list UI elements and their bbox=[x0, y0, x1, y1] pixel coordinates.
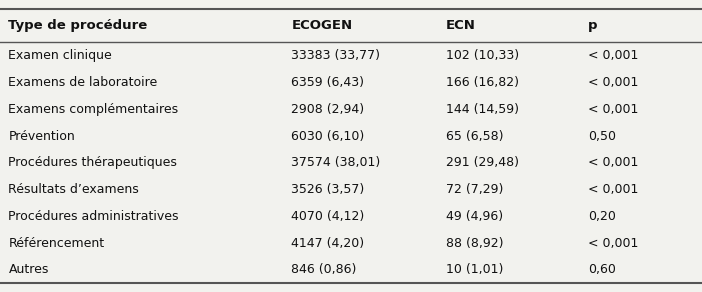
Text: Examens complémentaires: Examens complémentaires bbox=[8, 103, 178, 116]
Text: 0,50: 0,50 bbox=[588, 130, 616, 142]
Text: 6030 (6,10): 6030 (6,10) bbox=[291, 130, 364, 142]
Text: Type de procédure: Type de procédure bbox=[8, 19, 147, 32]
Text: 72 (7,29): 72 (7,29) bbox=[446, 183, 503, 196]
Text: Examen clinique: Examen clinique bbox=[8, 49, 112, 62]
Text: 3526 (3,57): 3526 (3,57) bbox=[291, 183, 364, 196]
Text: Procédures thérapeutiques: Procédures thérapeutiques bbox=[8, 156, 178, 169]
Text: 4147 (4,20): 4147 (4,20) bbox=[291, 237, 364, 250]
Text: 2908 (2,94): 2908 (2,94) bbox=[291, 103, 364, 116]
Text: 166 (16,82): 166 (16,82) bbox=[446, 76, 519, 89]
Text: 88 (8,92): 88 (8,92) bbox=[446, 237, 503, 250]
Text: 0,20: 0,20 bbox=[588, 210, 616, 223]
Text: < 0,001: < 0,001 bbox=[588, 76, 639, 89]
Text: 0,60: 0,60 bbox=[588, 263, 616, 276]
Text: Examens de laboratoire: Examens de laboratoire bbox=[8, 76, 158, 89]
Text: Autres: Autres bbox=[8, 263, 49, 276]
Text: 37574 (38,01): 37574 (38,01) bbox=[291, 156, 380, 169]
Text: 144 (14,59): 144 (14,59) bbox=[446, 103, 519, 116]
Text: 102 (10,33): 102 (10,33) bbox=[446, 49, 519, 62]
Text: 65 (6,58): 65 (6,58) bbox=[446, 130, 503, 142]
Text: Prévention: Prévention bbox=[8, 130, 75, 142]
Text: Procédures administratives: Procédures administratives bbox=[8, 210, 179, 223]
Text: 291 (29,48): 291 (29,48) bbox=[446, 156, 519, 169]
Text: < 0,001: < 0,001 bbox=[588, 103, 639, 116]
Text: 846 (0,86): 846 (0,86) bbox=[291, 263, 357, 276]
Text: 10 (1,01): 10 (1,01) bbox=[446, 263, 503, 276]
Text: ECN: ECN bbox=[446, 19, 476, 32]
Text: 33383 (33,77): 33383 (33,77) bbox=[291, 49, 380, 62]
Text: Résultats d’examens: Résultats d’examens bbox=[8, 183, 139, 196]
Text: < 0,001: < 0,001 bbox=[588, 237, 639, 250]
Text: Référencement: Référencement bbox=[8, 237, 105, 250]
Text: 49 (4,96): 49 (4,96) bbox=[446, 210, 503, 223]
Text: 4070 (4,12): 4070 (4,12) bbox=[291, 210, 364, 223]
Text: 6359 (6,43): 6359 (6,43) bbox=[291, 76, 364, 89]
Text: < 0,001: < 0,001 bbox=[588, 49, 639, 62]
Text: ECOGEN: ECOGEN bbox=[291, 19, 352, 32]
Text: < 0,001: < 0,001 bbox=[588, 183, 639, 196]
Text: p: p bbox=[588, 19, 598, 32]
Text: < 0,001: < 0,001 bbox=[588, 156, 639, 169]
